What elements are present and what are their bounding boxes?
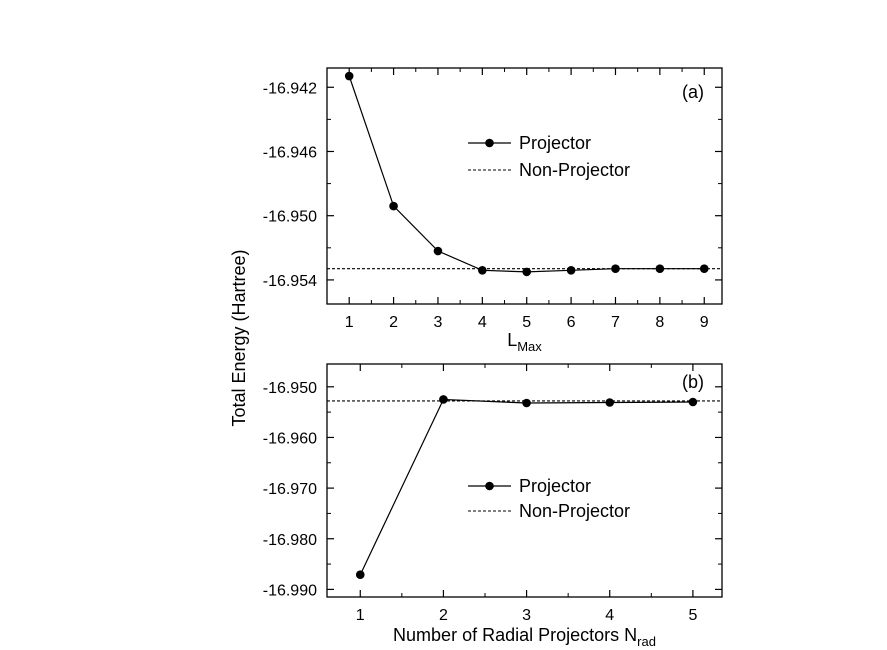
y-tick-label: -16.980 — [263, 532, 317, 549]
y-tick-label: -16.942 — [263, 80, 317, 97]
panel-a: 1 2 3 4 5 6 7 8 9 -16.942 -16.946 -16.950 -16.954 (a)… — [263, 67, 723, 354]
x-axis-title-main: L — [507, 330, 517, 350]
legend-projector-marker — [485, 138, 494, 148]
projector-point — [522, 398, 531, 408]
x-axis-title-subscript: rad — [637, 634, 656, 649]
plot-frame — [326, 67, 723, 305]
y-tick-label: -16.950 — [263, 209, 317, 226]
y-tick-label: -16.990 — [263, 582, 317, 599]
y-tick-label: -16.946 — [263, 144, 317, 161]
x-tick-label: 2 — [439, 607, 448, 624]
projector-point — [439, 395, 448, 404]
x-axis-title: LMax — [507, 330, 542, 354]
panel-label: (b) — [682, 372, 704, 392]
x-tick-label: 3 — [522, 607, 531, 624]
legend-projector-label: Projector — [519, 133, 591, 153]
x-tick-label: 4 — [478, 314, 487, 331]
x-tick-label: 4 — [605, 607, 614, 624]
projector-point — [355, 570, 365, 580]
x-tick-label: 9 — [700, 314, 709, 331]
projector-point — [699, 264, 709, 273]
x-axis-title: Number of Radial Projectors Nrad — [393, 625, 656, 649]
x-tick-label: 6 — [567, 314, 576, 331]
plot-frame — [326, 363, 723, 598]
legend-projector-marker — [485, 481, 494, 491]
x-tick-label: 2 — [389, 314, 398, 331]
x-tick-label: 5 — [522, 314, 531, 331]
projector-point — [433, 246, 443, 256]
x-tick-label: 1 — [345, 314, 354, 331]
legend-projector-label: Projector — [519, 476, 591, 496]
y-tick-label: -16.960 — [263, 430, 317, 447]
projector-point — [605, 398, 615, 407]
projector-point — [478, 265, 487, 275]
x-axis-title-main: Number of Radial Projectors N — [393, 625, 637, 645]
y-tick-label: -16.970 — [263, 481, 317, 498]
projector-point — [611, 264, 620, 273]
x-tick-label: 5 — [688, 607, 697, 624]
x-tick-label: 8 — [655, 314, 664, 331]
projector-point — [688, 397, 698, 407]
projector-point — [389, 201, 398, 211]
legend-non-projector-label: Non-Projector — [519, 501, 630, 521]
projector-point — [655, 264, 665, 273]
x-axis-title-subscript: Max — [517, 339, 542, 354]
y-axis-title: Total Energy (Hartree) — [229, 249, 249, 426]
projector-point — [566, 265, 576, 275]
y-tick-label: -16.954 — [263, 273, 317, 290]
x-tick-label: 3 — [434, 314, 443, 331]
panel-label: (a) — [682, 82, 704, 102]
projector-point — [344, 71, 354, 81]
panel-b: 1 2 3 4 5 -16.950 -16.960 -16.970 -16.980 -16.990… — [263, 363, 723, 649]
legend-non-projector-label: Non-Projector — [519, 160, 630, 180]
x-tick-label: 7 — [611, 314, 620, 331]
projector-point — [522, 267, 532, 277]
x-tick-label: 1 — [356, 607, 365, 624]
y-tick-label: -16.950 — [263, 380, 317, 397]
